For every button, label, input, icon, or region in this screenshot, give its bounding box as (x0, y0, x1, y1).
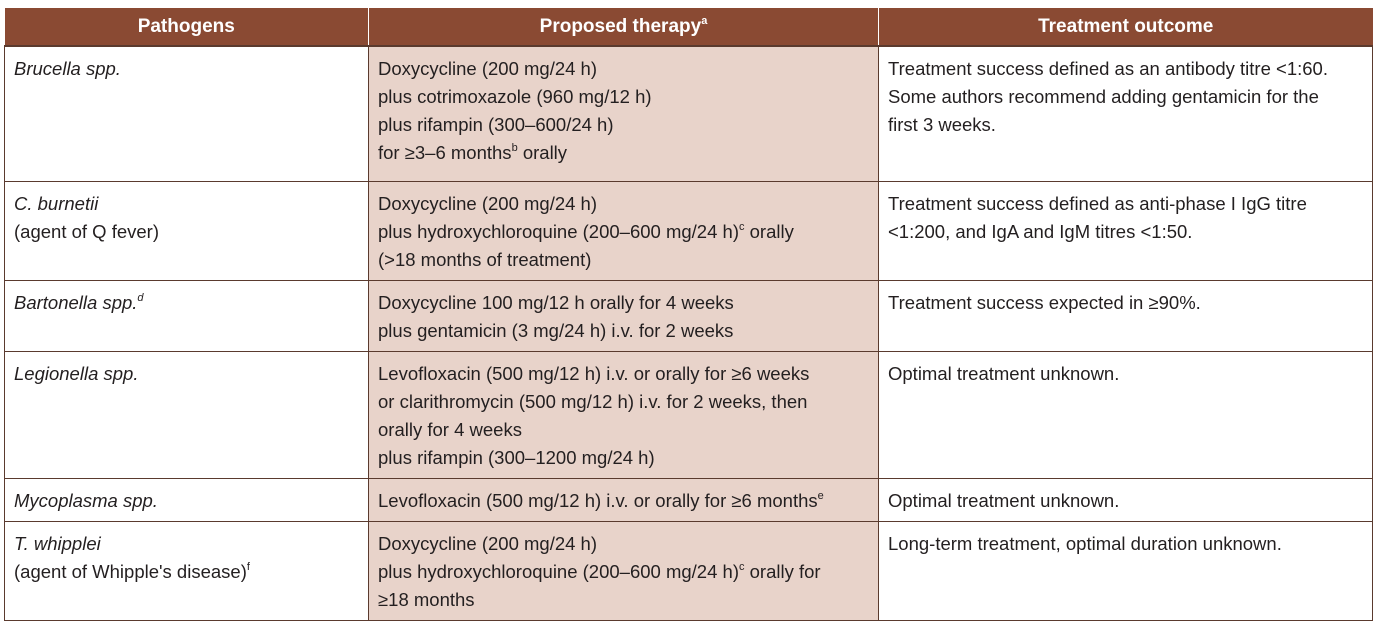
footnote-marker: b (511, 142, 518, 154)
outcome-cell: Treatment success defined as anti-phase … (878, 181, 1373, 281)
therapy-text: for ≥3–6 months (378, 142, 512, 163)
footnote-marker: c (738, 221, 745, 233)
outcome-cell: Treatment success expected in ≥90%. (878, 280, 1373, 352)
pathogen-therapy-table: Pathogens Proposed therapya Treatment ou… (4, 8, 1373, 621)
therapy-line: ≥18 months (378, 589, 475, 610)
footnote-marker: f (246, 561, 250, 573)
pathogen-note: (agent of Whipple's disease) (14, 561, 247, 582)
pathogen-note: (agent of Q fever) (14, 221, 159, 242)
outcome-line: first 3 weeks. (888, 114, 996, 135)
header-therapy: Proposed therapya (368, 8, 879, 47)
pathogen-name: Mycoplasma spp. (14, 490, 158, 511)
table-row: C. burnetii (agent of Q fever) Doxycycli… (4, 181, 1373, 281)
therapy-line: Levofloxacin (500 mg/12 h) i.v. or orall… (378, 363, 810, 384)
table-row: Mycoplasma spp. Levofloxacin (500 mg/12 … (4, 478, 1373, 522)
outcome-cell: Treatment success defined as an antibody… (878, 45, 1373, 182)
therapy-text: orally (517, 142, 568, 163)
therapy-cell: Levofloxacin (500 mg/12 h) i.v. or orall… (368, 478, 879, 522)
outcome-line: Treatment success expected in ≥90%. (888, 292, 1201, 313)
pathogen-cell: Bartonella spp.d (4, 280, 369, 352)
footnote-marker: d (137, 292, 144, 304)
therapy-cell: Doxycycline 100 mg/12 h orally for 4 wee… (368, 280, 879, 352)
outcome-line: Treatment success defined as an antibody… (888, 58, 1328, 79)
therapy-text: plus hydroxychloroquine (200–600 mg/24 h… (378, 221, 739, 242)
therapy-line: Levofloxacin (500 mg/12 h) i.v. or orall… (378, 487, 869, 515)
therapy-line: plus cotrimoxazole (960 mg/12 h) (378, 86, 652, 107)
therapy-line: Doxycycline (200 mg/24 h) (378, 58, 598, 79)
outcome-line: Treatment success defined as anti-phase … (888, 193, 1307, 214)
outcome-line: Optimal treatment unknown. (888, 363, 1120, 384)
therapy-line: Doxycycline (200 mg/24 h) (378, 193, 598, 214)
pathogen-cell: T. whipplei (agent of Whipple's disease)… (4, 521, 369, 621)
therapy-line: Doxycycline 100 mg/12 h orally for 4 wee… (378, 292, 734, 313)
pathogen-cell: Brucella spp. (4, 45, 369, 182)
pathogen-cell: Mycoplasma spp. (4, 478, 369, 522)
header-pathogens-label: Pathogens (137, 15, 235, 37)
footnote-marker: a (701, 14, 708, 27)
therapy-text: Levofloxacin (500 mg/12 h) i.v. or orall… (378, 490, 818, 511)
therapy-line: plus hydroxychloroquine (200–600 mg/24 h… (378, 558, 869, 586)
header-outcome: Treatment outcome (878, 8, 1373, 47)
therapy-line: Doxycycline (200 mg/24 h) (378, 533, 598, 554)
header-therapy-label: Proposed therapy (539, 15, 702, 37)
pathogen-name-line: Bartonella spp.d (14, 289, 359, 317)
pathogen-note-line: (agent of Whipple's disease)f (14, 558, 359, 586)
outcome-line: <1:200, and IgA and IgM titres <1:50. (888, 221, 1193, 242)
therapy-cell: Doxycycline (200 mg/24 h) plus hydroxych… (368, 181, 879, 281)
pathogen-cell: C. burnetii (agent of Q fever) (4, 181, 369, 281)
outcome-line: Some authors recommend adding gentamicin… (888, 86, 1319, 107)
therapy-cell: Levofloxacin (500 mg/12 h) i.v. or orall… (368, 351, 879, 479)
pathogen-name: Bartonella spp. (14, 292, 138, 313)
header-outcome-label: Treatment outcome (1038, 15, 1214, 37)
outcome-line: Optimal treatment unknown. (888, 490, 1120, 511)
footnote-marker: c (738, 561, 745, 573)
table-row: Brucella spp. Doxycycline (200 mg/24 h) … (4, 45, 1373, 182)
pathogen-cell: Legionella spp. (4, 351, 369, 479)
therapy-cell: Doxycycline (200 mg/24 h) plus cotrimoxa… (368, 45, 879, 182)
table-header-row: Pathogens Proposed therapya Treatment ou… (4, 8, 1373, 47)
therapy-line: plus rifampin (300–1200 mg/24 h) (378, 447, 655, 468)
pathogen-name: Brucella spp. (14, 58, 121, 79)
pathogen-name: C. burnetii (14, 193, 99, 214)
therapy-line: for ≥3–6 monthsb orally (378, 139, 869, 167)
therapy-line: orally for 4 weeks (378, 419, 522, 440)
therapy-line: (>18 months of treatment) (378, 249, 592, 270)
outcome-line: Long-term treatment, optimal duration un… (888, 533, 1282, 554)
outcome-cell: Optimal treatment unknown. (878, 351, 1373, 479)
therapy-text: orally (744, 221, 794, 242)
therapy-text: orally for (744, 561, 821, 582)
therapy-line: or clarithromycin (500 mg/12 h) i.v. for… (378, 391, 808, 412)
pathogen-name: Legionella spp. (14, 363, 139, 384)
therapy-line: plus hydroxychloroquine (200–600 mg/24 h… (378, 218, 869, 246)
therapy-text: plus hydroxychloroquine (200–600 mg/24 h… (378, 561, 739, 582)
table-row: Bartonella spp.d Doxycycline 100 mg/12 h… (4, 280, 1373, 352)
table-row: Legionella spp. Levofloxacin (500 mg/12 … (4, 351, 1373, 479)
footnote-marker: e (817, 490, 824, 502)
outcome-cell: Optimal treatment unknown. (878, 478, 1373, 522)
therapy-line: plus rifampin (300–600/24 h) (378, 114, 614, 135)
header-pathogens: Pathogens (4, 8, 369, 47)
outcome-cell: Long-term treatment, optimal duration un… (878, 521, 1373, 621)
therapy-line: plus gentamicin (3 mg/24 h) i.v. for 2 w… (378, 320, 734, 341)
pathogen-name: T. whipplei (14, 533, 101, 554)
